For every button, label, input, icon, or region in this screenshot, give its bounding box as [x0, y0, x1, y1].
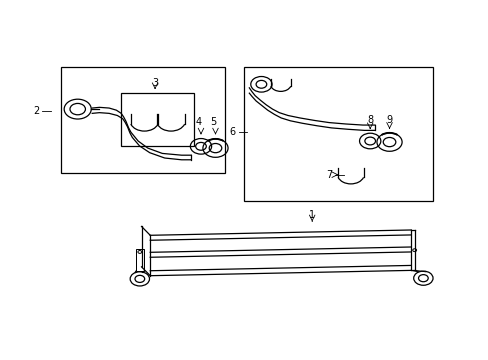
Text: 3: 3: [152, 77, 158, 87]
Text: 7: 7: [325, 170, 331, 180]
Bar: [121, 93, 193, 146]
Bar: [244, 67, 432, 201]
Text: 5: 5: [209, 117, 216, 126]
Bar: [136, 249, 143, 271]
Text: 2: 2: [33, 106, 40, 116]
Text: 6: 6: [229, 127, 236, 137]
Text: 1: 1: [308, 211, 315, 220]
Bar: [61, 67, 224, 173]
Text: 4: 4: [195, 117, 201, 126]
Text: 8: 8: [366, 115, 372, 125]
Text: 9: 9: [386, 115, 392, 125]
